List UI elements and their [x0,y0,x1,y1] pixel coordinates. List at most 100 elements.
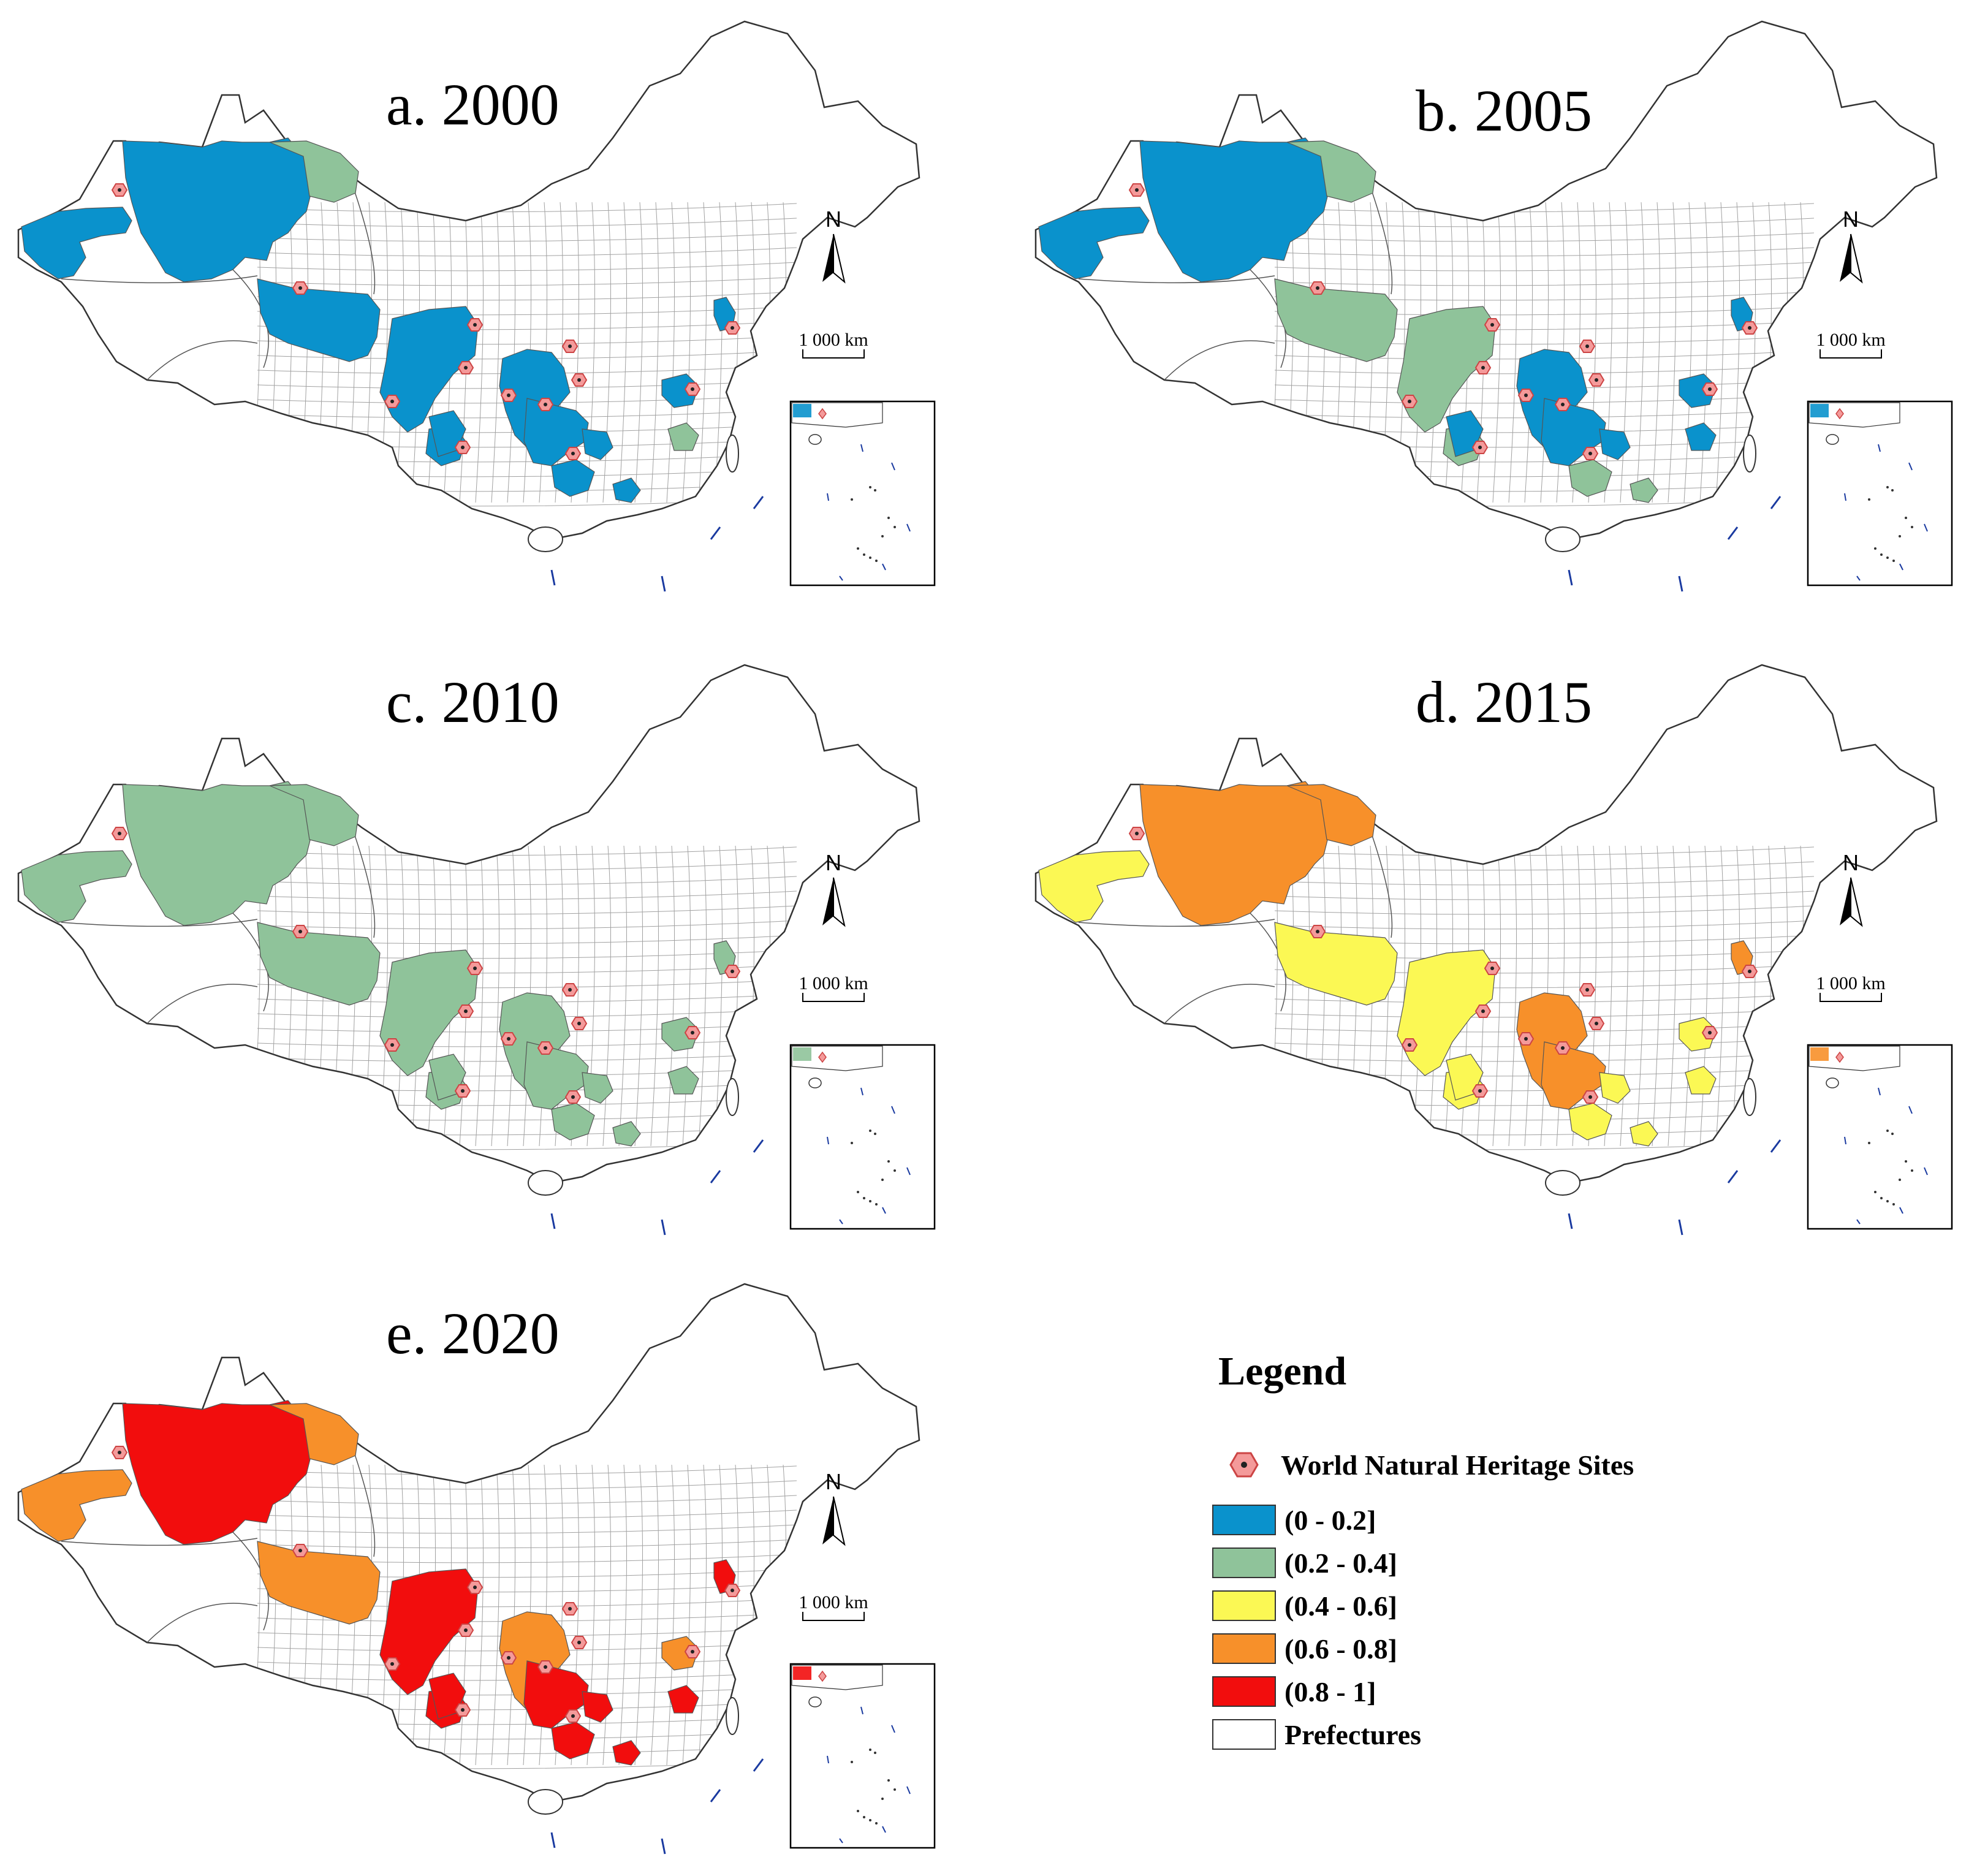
legend-class-label: (0.4 - 0.6] [1284,1590,1397,1622]
prefecture-region [661,1636,699,1671]
legend-heritage-label: World Natural Heritage Sites [1281,1449,1634,1481]
north-label: N [1843,850,1859,875]
heritage-site-icon [1588,373,1605,387]
legend-class-label: (0 - 0.2] [1284,1504,1376,1536]
heritage-site-icon [111,827,128,840]
legend-class-row: (0.4 - 0.6] [1212,1587,1397,1624]
prefecture-region [122,137,313,283]
north-arrow-icon: N [1840,850,1863,927]
prefecture-region [1679,373,1717,408]
prefecture-region [667,422,699,451]
prefecture-region [1685,422,1717,451]
coloured-prefectures [1038,781,1753,1147]
heritage-sites [1128,827,1758,1104]
heritage-site-icon [724,321,741,335]
map-panel-2010: N 1 000 km c. 2010 [0,644,956,1256]
prefecture-region [1397,949,1496,1076]
legend-class-row: (0 - 0.2] [1212,1502,1376,1538]
heritage-site-icon [1517,1032,1535,1046]
china-map-2010: N 1 000 km [17,664,936,1236]
panel-title-2000: a. 2000 [386,72,560,137]
heritage-site-icon [1474,1004,1492,1018]
heritage-site-icon [1701,382,1718,396]
heritage-site-icon [1554,398,1571,411]
heritage-site-icon [1128,183,1145,197]
map-panel-2020: N 1 000 km e. 2020 [0,1263,956,1875]
prefecture-region [21,207,132,279]
legend-swatch [1212,1633,1276,1664]
legend-class-label: (0.6 - 0.8] [1284,1633,1397,1665]
prefecture-region [269,140,359,203]
prefecture-region [661,373,699,408]
sea-boundary-dashes [1568,1139,1782,1236]
china-outline [1034,664,1938,1184]
heritage-site-icon [561,983,579,997]
coloured-prefectures [21,137,736,503]
heritage-site-icon [457,1623,474,1637]
north-arrow-icon: N [1840,207,1863,284]
heritage-site-icon [564,1090,582,1104]
heritage-site-icon [571,1017,588,1030]
map-panel-2000: N 1 000 km a. 2000 [0,0,956,613]
prefecture-region [612,1740,641,1766]
legend-class-label: (0.8 - 1] [1284,1676,1376,1707]
heritage-site-icon [384,1657,401,1671]
heritage-site-icon [292,925,309,938]
map-panel-2015: N 1 000 km d. 2015 [1017,644,1973,1256]
legend-class-row: (0.6 - 0.8] [1212,1630,1397,1667]
scale-label: 1 000 km [1816,330,1885,350]
heritage-site-icon [111,1446,128,1459]
heritage-site-icon [1401,1038,1418,1052]
legend-swatch-prefectures [1212,1719,1276,1750]
north-arrow-icon: N [822,850,846,927]
heritage-site-icon [1741,965,1758,978]
heritage-site-icon [561,1602,579,1616]
prefecture-region [582,428,613,460]
heritage-sites [111,1446,741,1723]
prefecture-region [1274,922,1398,1006]
heritage-site-icon [457,361,474,374]
map-panel-2005: N 1 000 km b. 2005 [1017,0,1973,613]
heritage-site-icon [1309,281,1326,295]
taiwan-island [726,1078,739,1116]
sea-boundary-dashes [550,1139,764,1236]
prefecture-region [257,1541,381,1625]
scale-bar: 1 000 km [1816,973,1886,1002]
scale-bar: 1 000 km [1816,330,1886,359]
heritage-site-icon [1582,1090,1599,1104]
prefecture-region [379,949,479,1076]
taiwan-island [726,435,739,473]
south-china-sea-inset [1807,400,1953,587]
north-label: N [825,850,841,875]
coloured-prefectures [21,781,736,1147]
panel-title-2020: e. 2020 [386,1301,560,1366]
heritage-site-icon [571,1636,588,1649]
scale-label: 1 000 km [799,330,868,350]
legend-class-row: (0.2 - 0.4] [1212,1544,1397,1581]
prefecture-region [269,784,359,846]
heritage-site-icon [1471,441,1489,454]
scale-label: 1 000 km [799,1592,868,1612]
prefecture-region [269,1403,359,1465]
china-map-2000: N 1 000 km [17,20,936,592]
prefecture-region [122,1400,313,1545]
south-china-sea-inset [789,1044,936,1230]
prefecture-region [1599,428,1631,460]
prefecture-region [1038,207,1150,279]
heritage-site-icon [457,1004,474,1018]
prefecture-region [661,1017,699,1052]
scale-label: 1 000 km [799,973,868,993]
prefecture-region [612,1121,641,1147]
prefecture-region [379,306,479,433]
heritage-site-icon [684,382,701,396]
taiwan-island [1743,435,1756,473]
china-map-2020: N 1 000 km [17,1283,936,1855]
heritage-site-icon [537,398,554,411]
prefecture-region [1630,1121,1658,1147]
heritage-site-icon [454,1084,471,1098]
heritage-site-icon [466,318,484,332]
north-label: N [825,1469,841,1494]
prefecture-region [667,1685,699,1714]
scale-bar: 1 000 km [799,330,868,359]
heritage-site-icon [1579,340,1596,353]
